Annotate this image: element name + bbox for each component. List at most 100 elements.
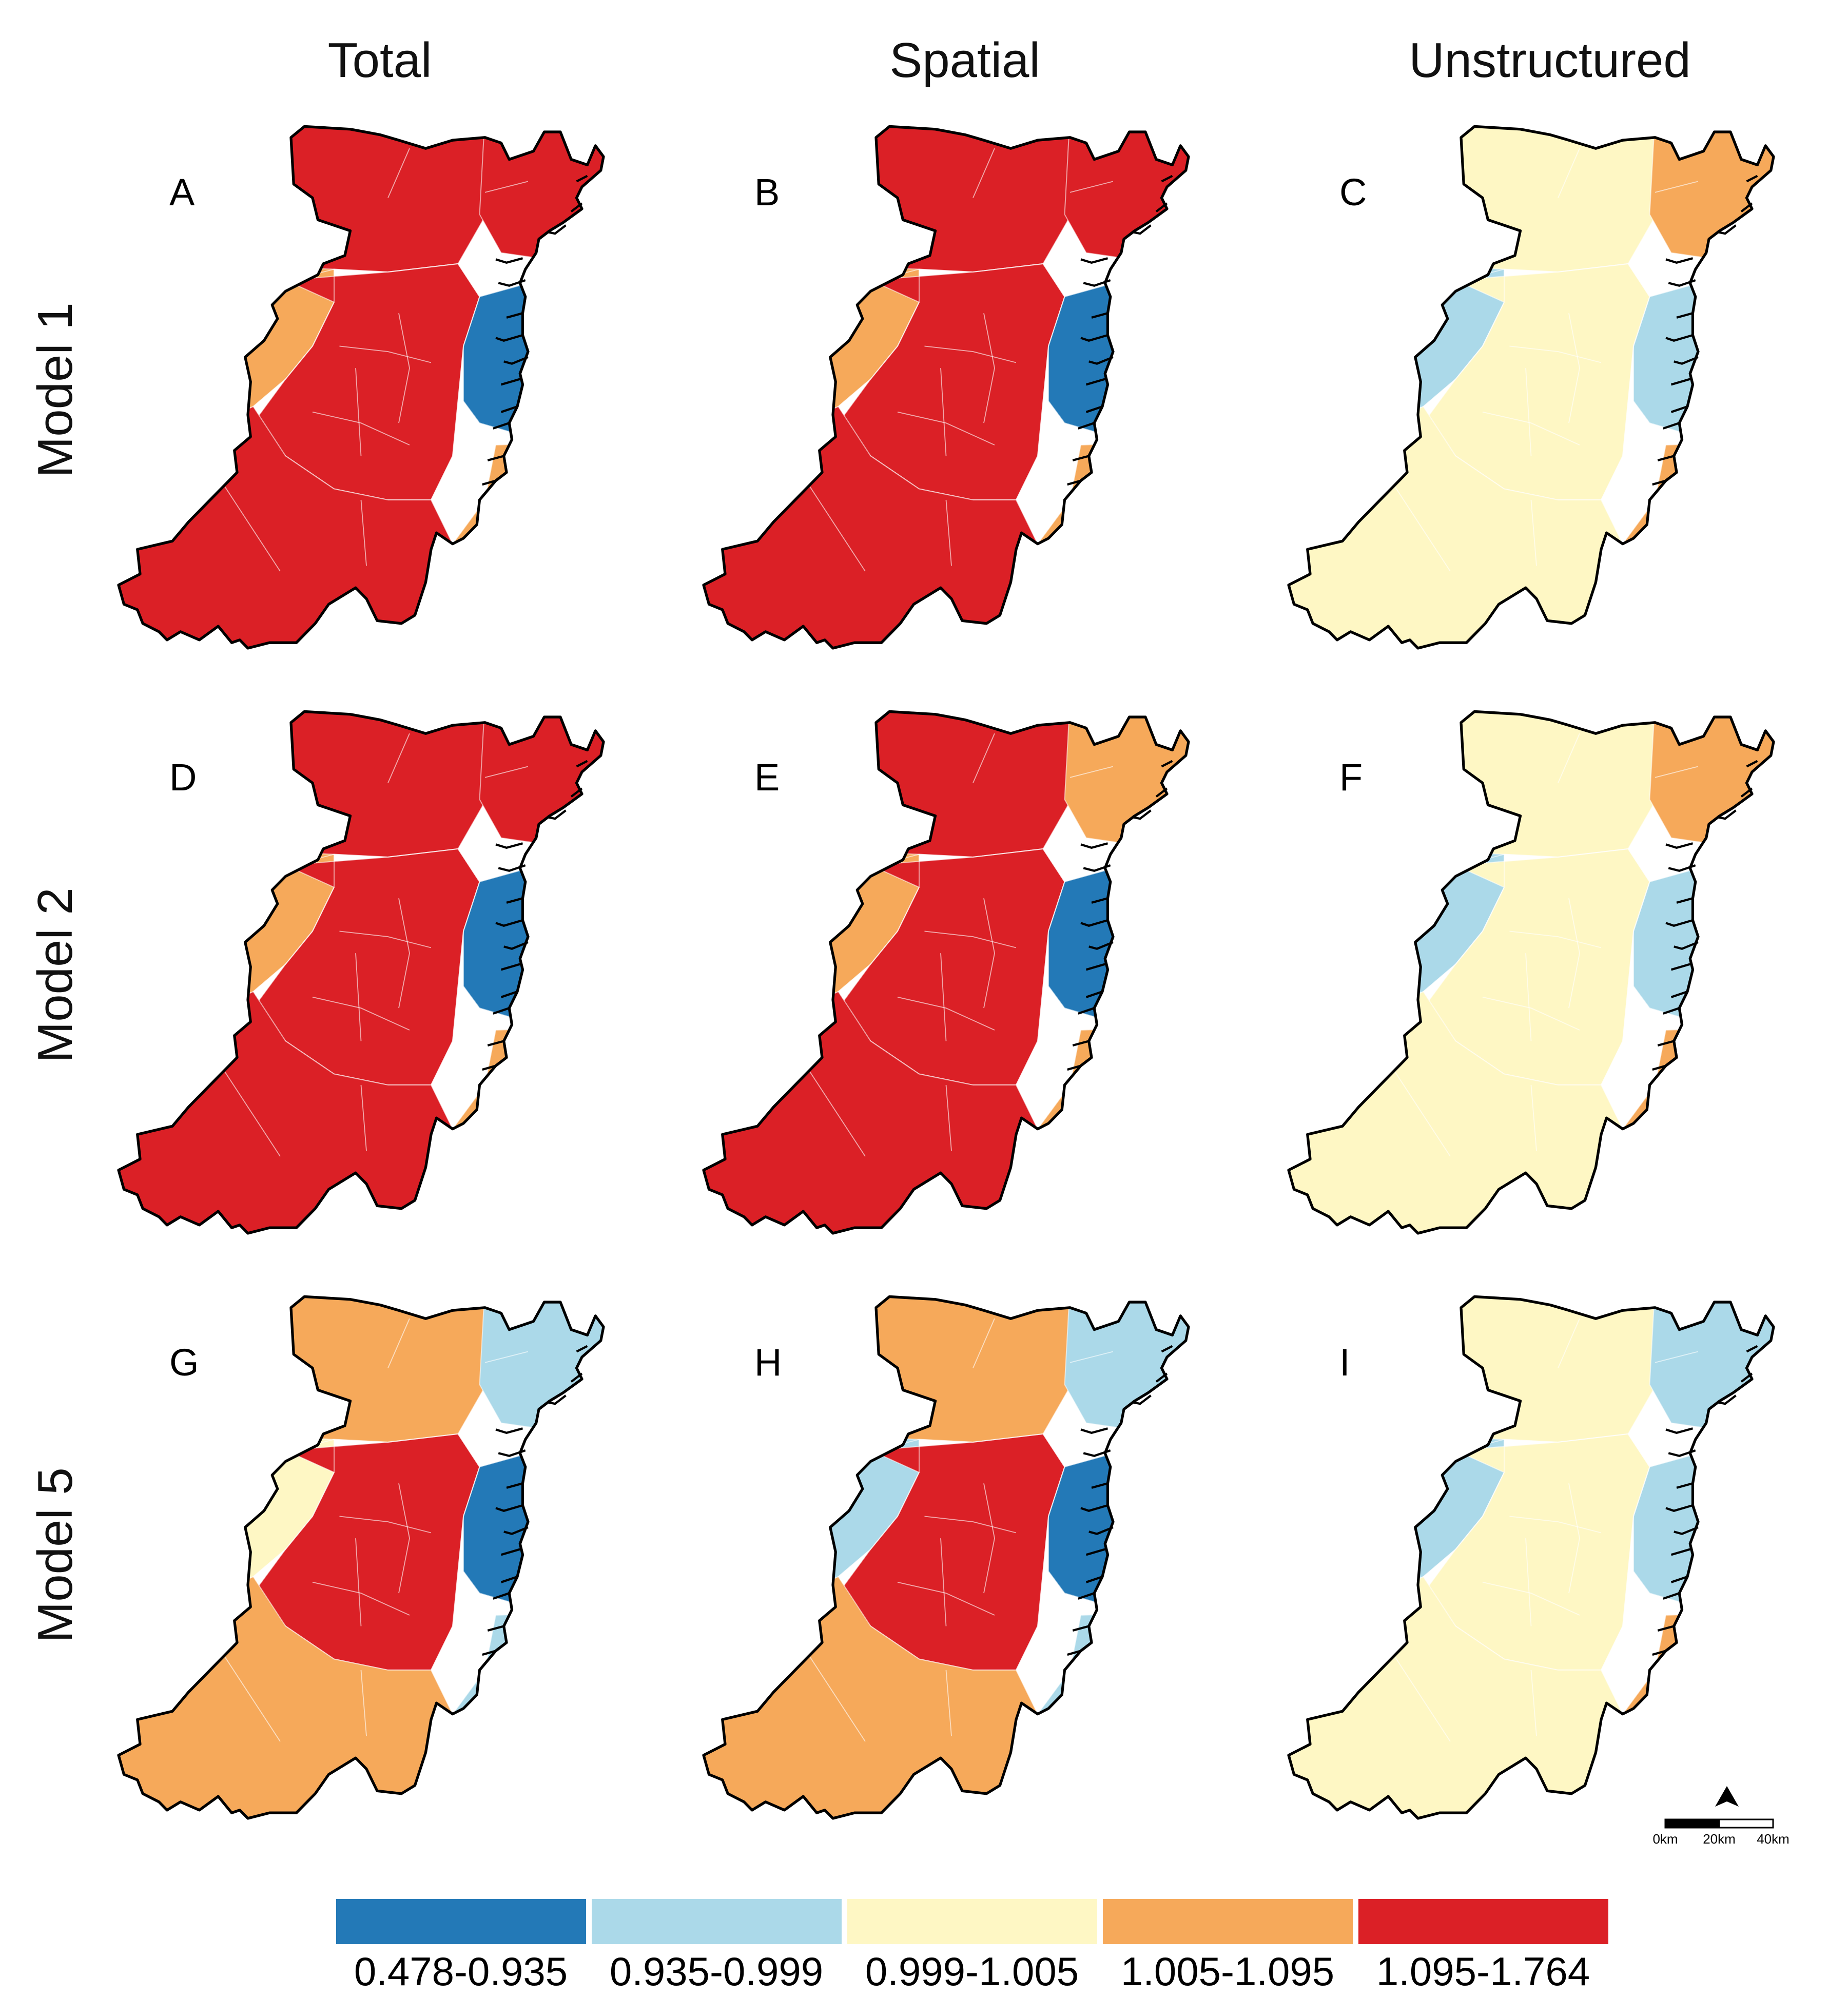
map-panel-i: I <box>1287 1295 1775 1820</box>
internal-boundary <box>983 313 995 423</box>
estuary-line <box>500 378 520 386</box>
internal-boundary <box>1655 181 1699 193</box>
column-title-unstructured: Unstructured <box>1409 33 1691 88</box>
estuary-line <box>1091 897 1108 904</box>
legend-swatch-2 <box>592 1899 842 1944</box>
region-outline <box>702 125 1190 650</box>
internal-boundary <box>1482 996 1580 1031</box>
estuary-line <box>1080 257 1108 264</box>
region-coast <box>1600 439 1774 648</box>
estuary-line <box>495 842 523 849</box>
estuary-line <box>500 963 520 971</box>
legend-swatch-3 <box>847 1899 1097 1944</box>
region-east <box>1632 1449 1774 1605</box>
region-east <box>462 1449 604 1605</box>
internal-boundary <box>1069 1351 1114 1363</box>
estuary-line <box>1072 455 1090 462</box>
estuary-line <box>1657 1625 1675 1632</box>
internal-boundary <box>1558 1318 1580 1368</box>
estuary-line <box>1665 919 1694 927</box>
estuary-line <box>1085 405 1103 413</box>
internal-boundary <box>1016 263 1065 500</box>
internal-boundary <box>983 1483 995 1594</box>
estuary-line <box>576 175 588 183</box>
legend-label-5: 1.095-1.764 <box>1376 1949 1590 1994</box>
estuary-line <box>1663 1592 1680 1600</box>
estuary-line <box>576 760 588 768</box>
estuary-line <box>506 1482 523 1489</box>
estuary-line <box>1161 760 1173 768</box>
scale-label-20: 20km <box>1703 1831 1736 1847</box>
internal-boundary <box>838 1439 920 1577</box>
internal-boundary <box>945 1670 952 1736</box>
internal-boundary <box>215 1642 281 1742</box>
map-panel-f: F <box>1287 710 1775 1235</box>
estuary-line <box>1670 378 1690 386</box>
estuary-line <box>487 1625 504 1632</box>
internal-boundary <box>800 1642 866 1742</box>
estuary-line <box>1674 356 1699 365</box>
internal-boundary <box>312 411 410 445</box>
estuary-line <box>1670 1548 1690 1556</box>
estuary-line <box>1657 1040 1675 1047</box>
estuary-line <box>1676 1482 1694 1489</box>
internal-boundary <box>312 996 410 1031</box>
internal-boundary <box>1509 931 1602 948</box>
internal-boundary <box>387 1318 410 1368</box>
region-outline <box>702 1295 1190 1820</box>
internal-boundary <box>972 733 995 783</box>
estuary-line <box>1080 1427 1108 1434</box>
legend-label-1: 0.478-0.935 <box>354 1949 568 1994</box>
estuary-line <box>1746 760 1758 768</box>
map-panel-a: A <box>117 125 605 650</box>
estuary-line <box>493 1007 510 1015</box>
estuary-line <box>1665 842 1694 849</box>
internal-boundary <box>398 1483 410 1594</box>
internal-boundary <box>387 148 410 198</box>
estuary-line <box>1091 312 1108 319</box>
internal-boundary <box>339 1516 432 1534</box>
legend-swatch-1 <box>336 1899 586 1944</box>
estuary-line <box>1663 422 1680 430</box>
region-outline <box>1287 1295 1775 1820</box>
region-east <box>1047 864 1189 1020</box>
estuary-line <box>500 405 518 413</box>
estuary-line <box>1746 175 1758 183</box>
estuary-line <box>1080 334 1108 342</box>
estuary-line <box>1078 1007 1095 1015</box>
internal-boundary <box>1530 1670 1537 1736</box>
estuary-line <box>1080 842 1108 849</box>
internal-boundary <box>431 263 480 500</box>
internal-boundary <box>484 181 529 193</box>
legend-swatch-4 <box>1103 1899 1353 1944</box>
internal-boundary <box>431 1433 480 1671</box>
estuary-line <box>1670 991 1688 998</box>
estuary-line <box>495 257 523 264</box>
scale-bar: 0km 20km 40km <box>1652 1818 1789 1847</box>
internal-boundary <box>355 953 362 1041</box>
internal-boundary <box>1525 368 1532 456</box>
internal-boundary <box>355 1538 362 1626</box>
internal-boundary <box>431 848 480 1085</box>
internal-boundary <box>838 854 920 992</box>
internal-boundary <box>252 269 335 407</box>
internal-boundary <box>1655 1351 1699 1363</box>
internal-boundary <box>360 1084 367 1151</box>
region-coast <box>430 1609 604 1818</box>
internal-boundary <box>1385 472 1451 572</box>
region-outline <box>702 710 1190 1235</box>
panel-letter: G <box>169 1341 199 1384</box>
internal-boundary <box>924 345 1017 363</box>
internal-boundary <box>1558 148 1580 198</box>
internal-boundary <box>983 898 995 1009</box>
internal-boundary <box>1423 269 1505 407</box>
estuary-line <box>1674 941 1699 950</box>
internal-boundary <box>897 996 995 1031</box>
region-east <box>462 864 604 1020</box>
internal-boundary <box>897 411 995 445</box>
estuary-line <box>1161 175 1173 183</box>
region-outline <box>117 710 605 1235</box>
region-coast <box>1600 1024 1774 1233</box>
scale-bar-white-segment <box>1718 1818 1774 1829</box>
estuary-line <box>1161 1345 1173 1353</box>
